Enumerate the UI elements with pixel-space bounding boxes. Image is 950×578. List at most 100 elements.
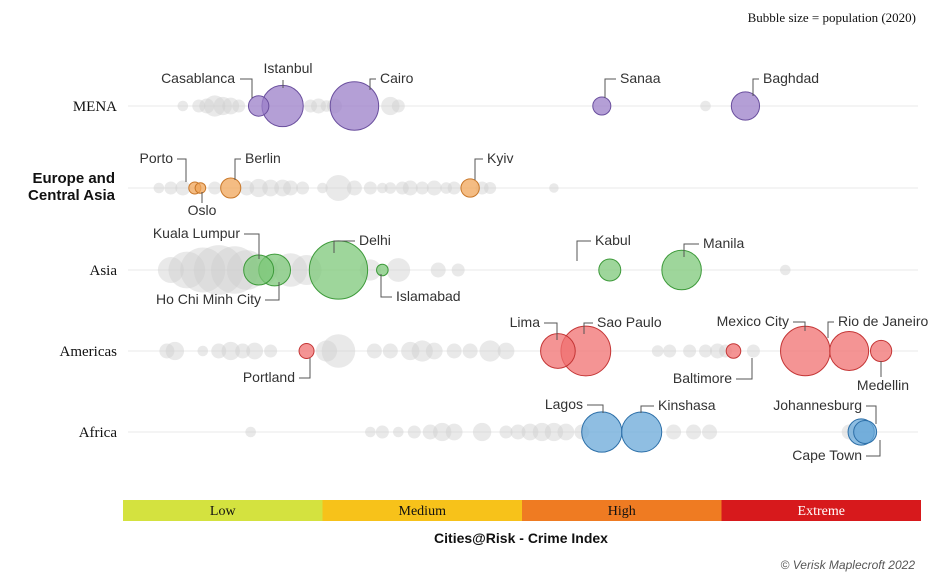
leader-line xyxy=(544,322,558,340)
bubble-size-note: Bubble size = population (2020) xyxy=(748,10,916,25)
city-bubble xyxy=(193,245,244,295)
city-bubble xyxy=(311,98,327,114)
row-label: Americas xyxy=(60,344,118,360)
city-bubble xyxy=(320,100,333,112)
leader-line xyxy=(474,158,483,180)
city-bubble xyxy=(663,344,677,358)
city-bubble xyxy=(363,181,377,195)
city-label: Delhi xyxy=(359,232,391,248)
leader-line xyxy=(234,158,241,180)
city-bubble xyxy=(315,340,338,362)
leader-line xyxy=(333,240,355,253)
city-bubble xyxy=(232,99,246,113)
leader-line xyxy=(752,78,759,96)
city-bubble-islamabad xyxy=(376,263,389,277)
city-bubble xyxy=(402,180,418,196)
city-label: Cairo xyxy=(380,70,414,86)
city-bubble xyxy=(164,181,178,195)
leader-line xyxy=(604,78,616,98)
city-bubble-sanaa xyxy=(592,96,612,116)
city-bubble xyxy=(510,424,526,440)
city-bubble xyxy=(445,423,463,441)
city-bubble xyxy=(430,262,446,278)
city-label: Lagos xyxy=(545,396,583,412)
city-bubble xyxy=(384,182,397,194)
city-bubble xyxy=(446,343,462,359)
city-bubble xyxy=(325,175,352,201)
city-bubble-kyiv xyxy=(460,178,480,198)
leader-line xyxy=(866,440,881,457)
row-label: Central Asia xyxy=(28,187,116,204)
city-bubble xyxy=(177,100,189,112)
city-label: Kuala Lumpur xyxy=(153,225,241,241)
city-label: Cape Town xyxy=(792,447,862,463)
city-bubble xyxy=(365,426,376,438)
city-bubble xyxy=(451,263,465,277)
leader-line xyxy=(299,358,311,379)
city-bubble xyxy=(472,422,492,442)
city-bubble-manila xyxy=(661,249,702,291)
leader-line xyxy=(683,243,699,257)
leader-line xyxy=(369,78,376,90)
city-bubble xyxy=(746,344,760,358)
city-bubble xyxy=(700,100,711,112)
city-bubble-kabul xyxy=(598,258,622,282)
city-bubble xyxy=(702,424,718,440)
city-label: Oslo xyxy=(188,202,217,218)
city-label: Ho Chi Minh City xyxy=(156,291,261,307)
city-bubble xyxy=(479,340,501,362)
city-label: Berlin xyxy=(245,150,281,166)
city-bubble xyxy=(165,341,185,361)
city-bubble xyxy=(211,343,227,359)
city-bubble xyxy=(262,179,280,197)
city-bubble xyxy=(683,344,697,358)
city-bubble xyxy=(208,181,222,195)
city-bubble xyxy=(321,334,356,368)
band-medium xyxy=(322,500,522,521)
city-bubble-mexico-city xyxy=(780,325,831,377)
leader-line xyxy=(583,322,593,334)
city-label: Kinshasa xyxy=(658,397,716,413)
city-bubble xyxy=(264,344,278,358)
city-bubble xyxy=(159,343,175,359)
city-bubble xyxy=(153,182,165,194)
city-bubble xyxy=(204,95,226,117)
city-bubble xyxy=(296,181,310,195)
band-label: Low xyxy=(210,504,237,519)
city-bubble xyxy=(440,182,452,194)
leader-line xyxy=(240,78,253,98)
city-bubble xyxy=(197,345,209,357)
city-bubble xyxy=(391,99,405,113)
band-high xyxy=(522,500,722,521)
city-bubble xyxy=(386,258,411,282)
city-label: Islamabad xyxy=(396,288,461,304)
city-bubble xyxy=(415,181,429,195)
row-label: Europe and xyxy=(32,170,115,187)
city-label: Johannesburg xyxy=(773,397,862,413)
city-bubble xyxy=(710,343,726,359)
city-bubble-portland xyxy=(298,343,315,359)
city-bubble xyxy=(239,180,255,196)
city-bubble-baltimore xyxy=(725,343,742,359)
city-bubble xyxy=(666,424,682,440)
city-bubble xyxy=(375,425,389,439)
city-bubble xyxy=(175,180,191,196)
leader-line xyxy=(640,405,654,413)
city-bubble xyxy=(497,342,515,360)
city-label: Casablanca xyxy=(161,70,235,86)
city-bubble-oslo xyxy=(194,182,207,194)
city-bubble-medellin xyxy=(870,339,893,363)
city-bubble xyxy=(549,183,559,193)
city-bubble-rio-de-janeiro xyxy=(829,331,870,371)
city-bubble xyxy=(222,97,240,115)
city-bubble-kinshasa xyxy=(621,411,663,453)
city-bubble-cairo xyxy=(329,81,380,131)
city-bubble-delhi xyxy=(308,240,369,300)
city-bubble xyxy=(213,96,232,116)
credit-text: © Verisk Maplecroft 2022 xyxy=(781,558,916,572)
leader-line xyxy=(793,321,806,331)
leader-line xyxy=(736,358,753,380)
city-bubble xyxy=(245,426,256,438)
city-bubble xyxy=(274,179,291,197)
